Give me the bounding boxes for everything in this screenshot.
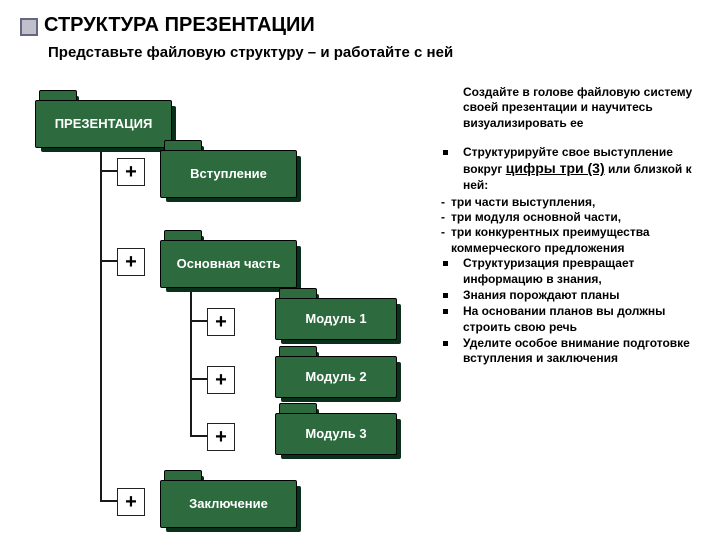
file-tree-diagram: ПРЕЗЕНТАЦИЯ + Вступление + Основная част…	[20, 80, 420, 520]
note-item: Знания порождают планы	[439, 288, 705, 303]
expand-icon: +	[207, 308, 235, 336]
note-item: На основании планов вы должны строить св…	[439, 304, 705, 335]
folder-module-1: Модуль 1	[275, 298, 395, 338]
expand-icon: +	[207, 366, 235, 394]
expand-icon: +	[207, 423, 235, 451]
title-bullet-icon	[20, 18, 38, 36]
folder-module-3: Модуль 3	[275, 413, 395, 453]
folder-label: Модуль 3	[275, 413, 397, 455]
note-dash-item: три конкурентных преимущества коммерческ…	[439, 225, 705, 256]
folder-root: ПРЕЗЕНТАЦИЯ	[35, 100, 170, 146]
expand-icon: +	[117, 488, 145, 516]
note-item: Структуризация превращает информацию в з…	[439, 256, 705, 287]
expand-icon: +	[117, 158, 145, 186]
page-title: СТРУКТУРА ПРЕЗЕНТАЦИИ	[44, 14, 315, 37]
folder-intro: Вступление	[160, 150, 295, 196]
note-item: Уделите особое внимание подготовке вступ…	[439, 336, 705, 367]
note-item: Структурируйте свое выступление вокруг ц…	[439, 145, 705, 194]
note-dash-item: три части выступления,	[439, 195, 705, 210]
folder-module-2: Модуль 2	[275, 356, 395, 396]
notes-list: Структурируйте свое выступление вокруг ц…	[439, 145, 705, 367]
page-subtitle: Представьте файловую структуру – и работ…	[48, 44, 453, 61]
connector	[190, 280, 192, 435]
folder-label: Заключение	[160, 480, 297, 528]
folder-label: Основная часть	[160, 240, 297, 288]
note-dash-item: три модуля основной части,	[439, 210, 705, 225]
folder-main: Основная часть	[160, 240, 295, 286]
expand-icon: +	[117, 248, 145, 276]
notes-panel: Создайте в голове файловую систему своей…	[435, 85, 705, 368]
folder-label: Модуль 2	[275, 356, 397, 398]
notes-intro: Создайте в голове файловую систему своей…	[463, 85, 705, 131]
folder-label: ПРЕЗЕНТАЦИЯ	[35, 100, 172, 148]
folder-label: Вступление	[160, 150, 297, 198]
connector	[100, 130, 102, 500]
folder-label: Модуль 1	[275, 298, 397, 340]
folder-outro: Заключение	[160, 480, 295, 526]
